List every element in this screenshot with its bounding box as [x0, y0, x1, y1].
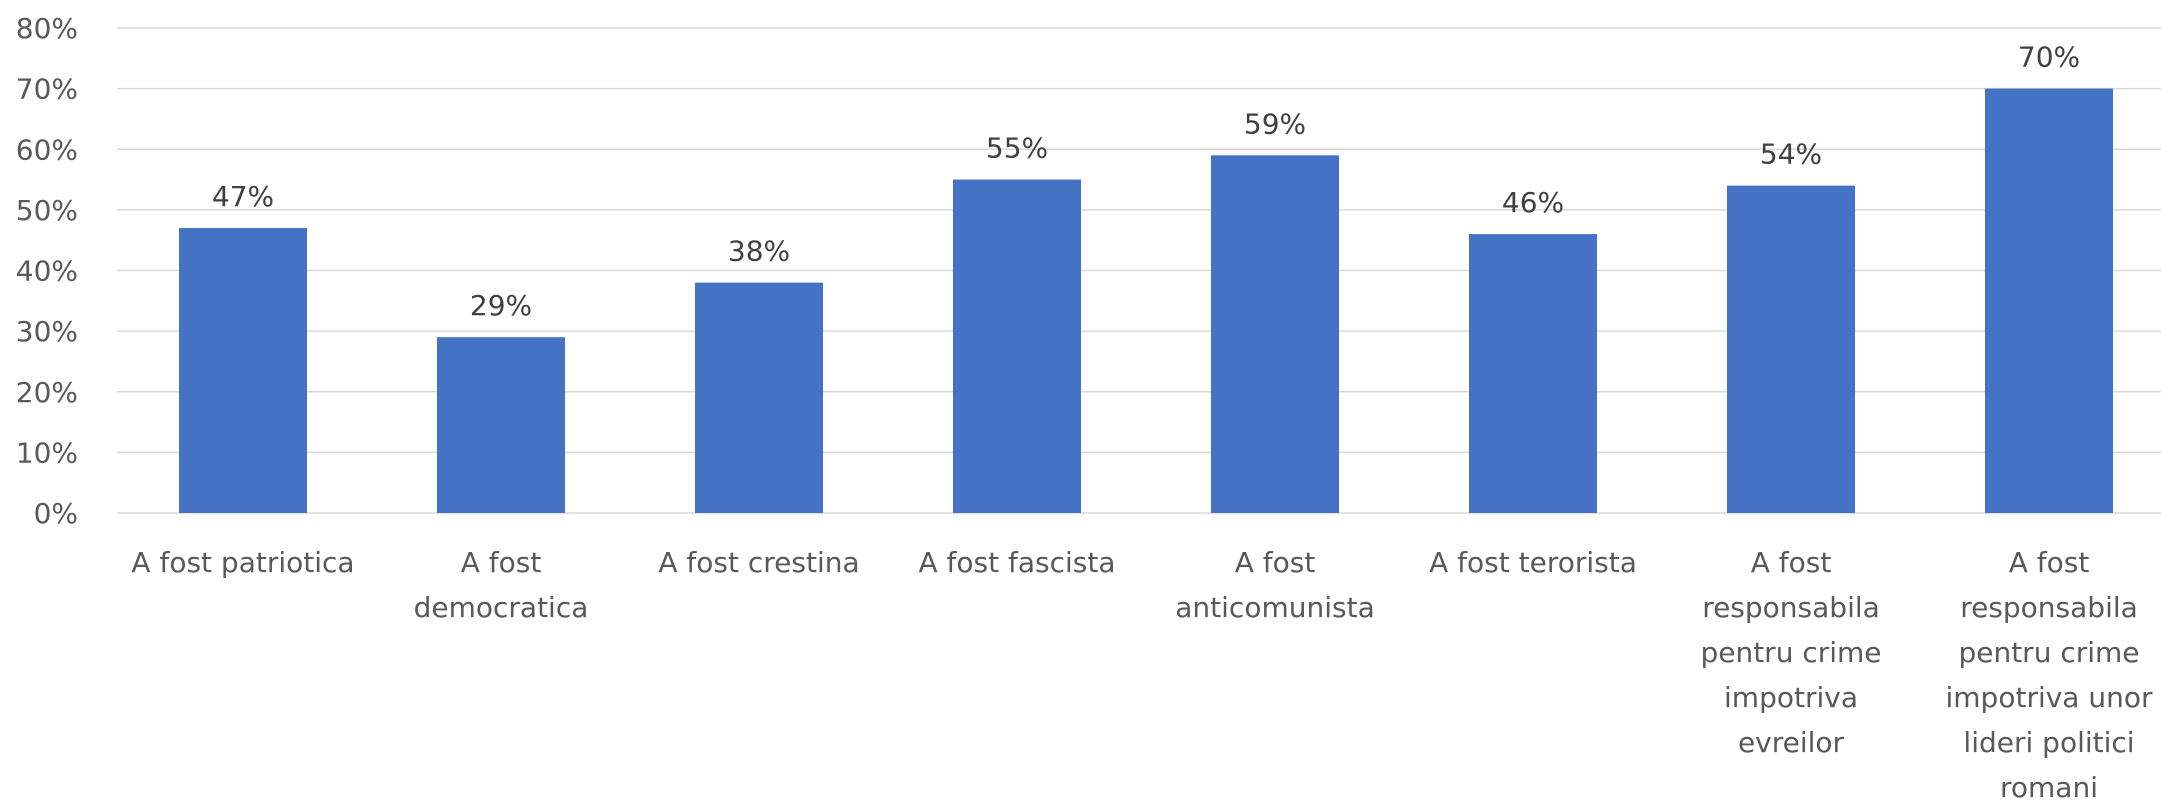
x-tick-label-line: A fost	[2009, 546, 2090, 579]
bar	[437, 337, 565, 513]
x-tick-label-line: anticomunista	[1175, 591, 1374, 624]
bar	[1985, 88, 2113, 513]
y-tick-label: 70%	[16, 73, 78, 106]
x-tick-label-line: A fost fascista	[918, 546, 1115, 579]
bar	[1727, 185, 1855, 513]
y-tick-label: 20%	[16, 376, 78, 409]
x-tick-label: A fost responsabila pentru crime impotriva …	[1946, 546, 2153, 804]
bar	[1469, 234, 1597, 513]
x-tick-label-line: A fost patriotica	[131, 546, 354, 579]
x-tick-label: A fost terorista	[1429, 546, 1637, 579]
data-label: 46%	[1502, 186, 1564, 219]
x-tick-label-line: responsabila	[1960, 591, 2138, 624]
x-tick-label: A fost crestina	[658, 546, 859, 579]
data-label: 59%	[1244, 107, 1306, 140]
y-tick-label: 60%	[16, 133, 78, 166]
y-tick-label: 40%	[16, 255, 78, 288]
data-label: 29%	[470, 289, 532, 322]
data-label: 38%	[728, 235, 790, 268]
y-tick-label: 30%	[16, 315, 78, 348]
y-axis-ticks: 0% 10% 20% 30% 40% 50% 60% 70% 80%	[16, 12, 78, 530]
data-labels: 47% 29% 38% 55% 59% 46% 54% 70%	[212, 41, 2080, 323]
x-tick-label-line: romani	[2000, 771, 2098, 804]
x-tick-label: A fost democratica	[414, 546, 589, 624]
x-tick-label: A fost fascista	[918, 546, 1115, 579]
x-tick-label-line: democratica	[414, 591, 589, 624]
x-tick-label-line: A fost	[1751, 546, 1832, 579]
x-tick-label-line: evreilor	[1738, 726, 1845, 759]
data-label: 47%	[212, 180, 274, 213]
y-tick-label: 0%	[34, 497, 78, 530]
x-tick-label-line: lideri politici	[1963, 726, 2134, 759]
x-tick-label: A fost patriotica	[131, 546, 354, 579]
bars	[179, 88, 2113, 513]
x-tick-label-line: A fost terorista	[1429, 546, 1637, 579]
x-tick-label-line: impotriva	[1724, 681, 1858, 714]
bar	[1211, 155, 1339, 513]
bar	[695, 282, 823, 513]
x-tick-label-line: A fost	[1235, 546, 1316, 579]
x-tick-label-line: impotriva unor	[1946, 681, 2153, 714]
y-tick-label: 10%	[16, 436, 78, 469]
y-tick-label: 50%	[16, 194, 78, 227]
x-tick-label: A fost responsabila pentru crime impotriva e…	[1700, 546, 1881, 759]
bar	[179, 228, 307, 513]
data-label: 70%	[2018, 41, 2080, 74]
x-tick-label-line: A fost	[461, 546, 542, 579]
x-tick-label-line: A fost crestina	[658, 546, 859, 579]
x-tick-label-line: pentru crime	[1958, 636, 2139, 669]
x-tick-label-line: pentru crime	[1700, 636, 1881, 669]
y-tick-label: 80%	[16, 12, 78, 45]
x-tick-label: A fost anticomunista	[1175, 546, 1374, 624]
bar	[953, 179, 1081, 513]
data-label: 55%	[986, 132, 1048, 165]
data-label: 54%	[1760, 138, 1822, 171]
x-tick-label-line: responsabila	[1702, 591, 1880, 624]
